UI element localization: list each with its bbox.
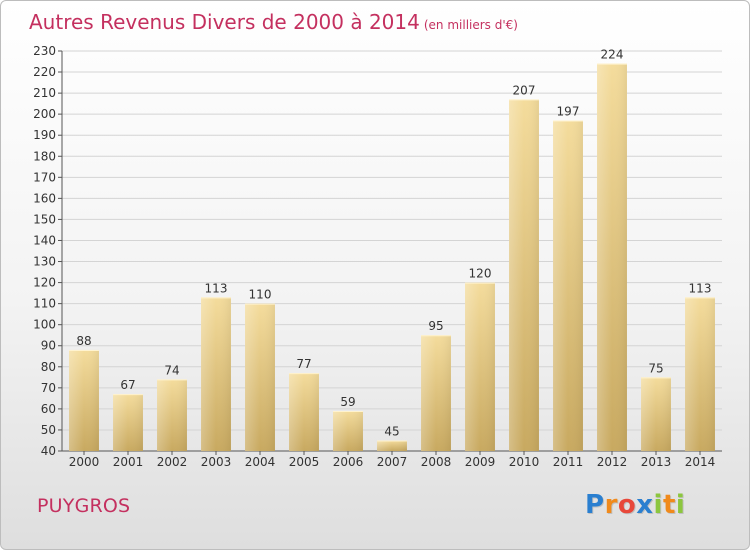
data-label: 95 xyxy=(428,319,443,333)
data-label: 74 xyxy=(164,363,179,377)
data-label: 120 xyxy=(469,267,492,281)
y-tick-label: 100 xyxy=(33,318,56,332)
x-tick-label: 2014 xyxy=(685,455,716,469)
logo-letter: r xyxy=(604,490,618,520)
logo-letter: i xyxy=(653,490,663,520)
bar-highlight xyxy=(377,440,407,451)
logo-letter: P xyxy=(585,490,605,520)
bar-highlight xyxy=(333,411,363,451)
y-tick-label: 220 xyxy=(33,65,56,79)
bar-highlight xyxy=(289,373,319,451)
data-label: 113 xyxy=(205,281,228,295)
x-tick-label: 2007 xyxy=(377,455,408,469)
x-tick-label: 2006 xyxy=(333,455,364,469)
place-name: PUYGROS xyxy=(37,495,131,517)
x-tick-label: 2001 xyxy=(113,455,144,469)
bar-highlight xyxy=(201,297,231,451)
y-tick-label: 160 xyxy=(33,191,56,205)
logo-letter: o xyxy=(617,490,637,520)
y-tick-label: 210 xyxy=(33,86,56,100)
x-tick-label: 2002 xyxy=(157,455,188,469)
chart-title-text: Autres Revenus Divers de 2000 à 2014 xyxy=(29,10,420,34)
x-tick-label: 2013 xyxy=(641,455,672,469)
y-tick-label: 90 xyxy=(41,339,56,353)
y-tick-label: 180 xyxy=(33,149,56,163)
y-tick-label: 80 xyxy=(41,360,56,374)
x-tick-label: 2012 xyxy=(597,455,628,469)
data-label: 45 xyxy=(384,424,399,438)
bar-highlight xyxy=(509,99,539,451)
data-label: 207 xyxy=(513,83,536,97)
x-tick-label: 2004 xyxy=(245,455,276,469)
chart-title: Autres Revenus Divers de 2000 à 2014 (en … xyxy=(29,10,518,34)
bar-highlight xyxy=(245,303,275,451)
y-tick-label: 230 xyxy=(33,44,56,58)
bar-highlight xyxy=(69,349,99,451)
data-label: 197 xyxy=(557,104,580,118)
y-tick-label: 110 xyxy=(33,297,56,311)
y-tick-label: 70 xyxy=(41,381,56,395)
bar-highlight xyxy=(685,297,715,451)
bar-highlight xyxy=(157,379,187,451)
x-tick-label: 2010 xyxy=(509,455,540,469)
data-label: 75 xyxy=(648,361,663,375)
bar-highlight xyxy=(421,335,451,451)
chart-subtitle: (en milliers d'€) xyxy=(423,18,518,32)
y-tick-label: 50 xyxy=(41,423,56,437)
x-tick-label: 2005 xyxy=(289,455,320,469)
data-label: 59 xyxy=(340,395,355,409)
y-tick-label: 190 xyxy=(33,128,56,142)
y-tick-label: 200 xyxy=(33,107,56,121)
x-tick-label: 2008 xyxy=(421,455,452,469)
y-tick-label: 130 xyxy=(33,255,56,269)
proxiti-logo: Proxiti xyxy=(585,490,685,520)
logo-letter: i xyxy=(675,490,686,520)
bar-highlight xyxy=(553,120,583,451)
y-tick-label: 120 xyxy=(33,276,56,290)
data-label: 113 xyxy=(689,281,712,295)
x-tick-label: 2000 xyxy=(69,455,100,469)
y-tick-label: 40 xyxy=(41,444,56,458)
y-tick-label: 150 xyxy=(33,212,56,226)
bar-highlight xyxy=(113,394,143,451)
data-label: 110 xyxy=(249,288,272,302)
bar-highlight xyxy=(641,377,671,451)
y-tick-label: 140 xyxy=(33,233,56,247)
data-label: 224 xyxy=(601,48,624,62)
data-label: 88 xyxy=(76,334,91,348)
y-tick-label: 170 xyxy=(33,170,56,184)
y-tick-label: 60 xyxy=(41,402,56,416)
logo-letter: t xyxy=(662,490,676,520)
bar-highlight xyxy=(597,63,627,451)
bar-highlight xyxy=(465,282,495,451)
data-label: 67 xyxy=(120,378,135,392)
logo-letter: x xyxy=(636,490,654,520)
x-tick-label: 2009 xyxy=(465,455,496,469)
x-tick-label: 2003 xyxy=(201,455,232,469)
data-label: 77 xyxy=(296,357,311,371)
x-tick-label: 2011 xyxy=(553,455,584,469)
